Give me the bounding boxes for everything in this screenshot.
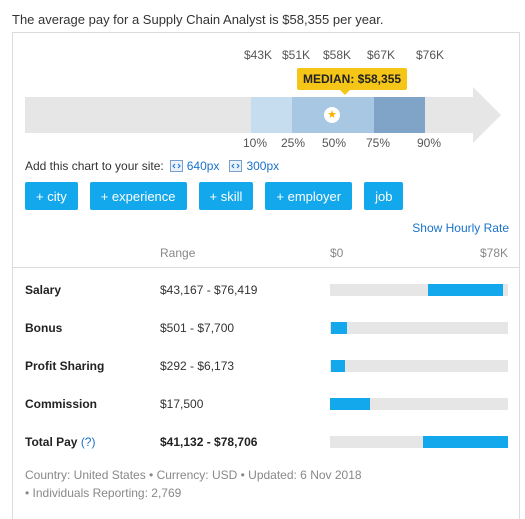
percentile-label-90: 90%: [416, 136, 442, 150]
amount-label-25: $51K: [281, 48, 311, 62]
embed-code-icon: [169, 160, 183, 172]
range-bar-track: [330, 398, 508, 410]
median-badge: MEDIAN: $58,355: [297, 68, 408, 95]
row-range-value: $17,500: [160, 397, 204, 411]
table-row: Commission $17,500: [13, 394, 519, 414]
range-bar-fill: [423, 436, 508, 448]
amount-label-75: $67K: [366, 48, 396, 62]
row-label-text: Commission: [25, 397, 98, 411]
percentile-label-10: 10%: [242, 136, 268, 150]
scale-min-label: $0: [330, 246, 344, 260]
row-label: Total Pay (?): [25, 435, 95, 449]
percentile-label-25: 25%: [280, 136, 306, 150]
page-headline: The average pay for a Supply Chain Analy…: [12, 12, 384, 27]
percentile-label-50: 50%: [321, 136, 347, 150]
add-city-button[interactable]: + city: [25, 182, 78, 210]
table-row: Profit Sharing $292 - $6,173: [13, 356, 519, 376]
row-label-text: Total Pay: [25, 435, 78, 449]
range-bar-track: [330, 436, 508, 448]
row-range-value: $41,132 - $78,706: [160, 435, 258, 449]
row-label-text: Salary: [25, 283, 62, 297]
table-row: Total Pay (?) $41,132 - $78,706: [13, 432, 519, 452]
table-divider: [13, 267, 519, 268]
range-bar-track: [330, 322, 508, 334]
chart-arrow-icon: [473, 87, 501, 143]
embed-300-label: 300px: [246, 159, 280, 173]
range-segment-75-90: [374, 97, 425, 133]
row-range-value: $43,167 - $76,419: [160, 283, 258, 297]
footer-meta-line-1: Country: United States • Currency: USD •…: [25, 468, 362, 482]
embed-label: Add this chart to your site:: [25, 159, 164, 173]
table-row: Salary $43,167 - $76,419: [13, 280, 519, 300]
row-label: Profit Sharing: [25, 359, 104, 373]
row-label: Commission: [25, 397, 97, 411]
pay-card: $43K $51K $58K $67K $76K MEDIAN: $58,355…: [12, 32, 520, 519]
embed-300-link[interactable]: 300px: [229, 159, 279, 173]
amount-label-90: $76K: [415, 48, 445, 62]
show-hourly-rate-link[interactable]: Show Hourly Rate: [412, 221, 509, 235]
range-bar-fill: [427, 284, 503, 296]
embed-code-icon: [229, 160, 243, 172]
pay-range-chart: $43K $51K $58K $67K $76K MEDIAN: $58,355…: [25, 43, 501, 163]
range-segment-10-25: [251, 97, 292, 133]
table-row: Bonus $501 - $7,700: [13, 318, 519, 338]
scale-max-label: $78K: [480, 246, 509, 260]
add-employer-button[interactable]: + employer: [265, 182, 353, 210]
amount-label-10: $43K: [243, 48, 273, 62]
add-experience-button[interactable]: + experience: [89, 182, 187, 210]
row-range-value: $292 - $6,173: [160, 359, 235, 373]
row-label-text: Bonus: [25, 321, 63, 335]
row-label: Salary: [25, 283, 61, 297]
help-icon[interactable]: (?): [80, 435, 96, 449]
row-range-value: $501 - $7,700: [160, 321, 235, 335]
row-label-text: Profit Sharing: [25, 359, 105, 373]
range-bar-fill: [330, 360, 345, 372]
embed-chart-row: Add this chart to your site: 640px 300px: [25, 159, 279, 173]
filter-button-row: + city + experience + skill + employer j…: [25, 182, 415, 210]
add-skill-button[interactable]: + skill: [198, 182, 254, 210]
job-button[interactable]: job: [364, 182, 404, 210]
amount-label-50: $58K: [322, 48, 352, 62]
range-bar-track: [330, 360, 508, 372]
star-icon: ★: [324, 107, 340, 123]
embed-640-link[interactable]: 640px: [169, 159, 220, 173]
footer-meta-line-2: • Individuals Reporting: 2,769: [25, 486, 182, 500]
range-bar-fill: [330, 398, 370, 410]
range-column-header: Range: [160, 246, 196, 260]
range-bar-fill: [331, 322, 348, 334]
percentile-label-75: 75%: [365, 136, 391, 150]
range-bar-track: [330, 284, 508, 296]
row-label: Bonus: [25, 321, 62, 335]
embed-640-label: 640px: [186, 159, 220, 173]
